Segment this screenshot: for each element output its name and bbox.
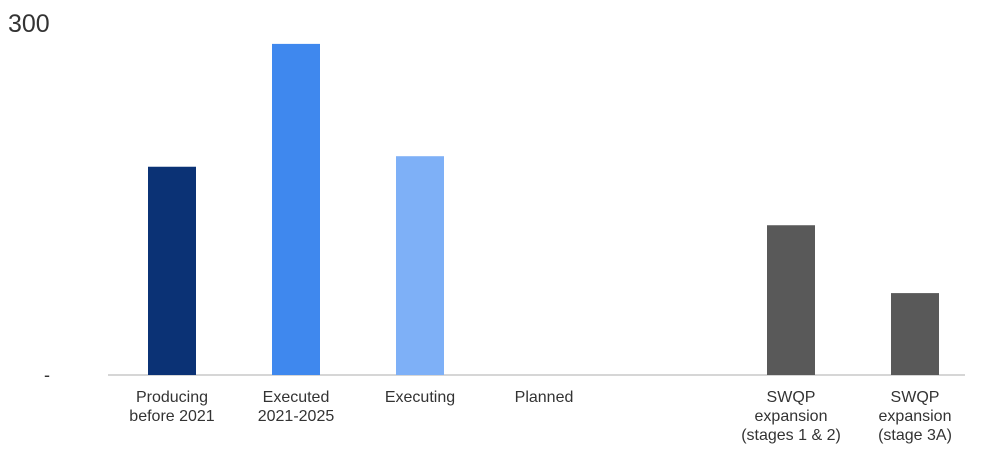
category-label-line: expansion bbox=[755, 408, 828, 425]
category-label-line: Executed bbox=[263, 389, 330, 406]
y-tick-label-1: - bbox=[44, 365, 50, 385]
bar-1 bbox=[272, 43, 320, 375]
category-label-line: Executing bbox=[385, 389, 455, 406]
category-label-1: Executed 2021-2025 bbox=[258, 389, 335, 425]
category-label-line: Producing bbox=[136, 389, 208, 406]
y-tick-label-0: 300 bbox=[8, 10, 50, 38]
category-label-line: SWQP bbox=[767, 389, 816, 406]
category-label-line: 2021-2025 bbox=[258, 408, 335, 425]
category-label-line: expansion bbox=[879, 408, 952, 425]
category-label-line: SWQP bbox=[891, 389, 940, 406]
bar-4 bbox=[767, 225, 815, 375]
category-label-3: Planned bbox=[515, 389, 574, 406]
category-label-line: (stage 3A) bbox=[878, 427, 952, 444]
category-label-0: Producing before 2021 bbox=[129, 389, 215, 425]
y-tick-labels: 300 - bbox=[8, 10, 50, 385]
category-label-5: SWQP expansion (stage 3A) bbox=[878, 389, 952, 444]
bar-5 bbox=[891, 293, 939, 375]
category-label-line: Planned bbox=[515, 389, 574, 406]
category-label-line: before 2021 bbox=[129, 408, 215, 425]
category-label-4: SWQP expansion (stages 1 & 2) bbox=[741, 389, 841, 444]
category-label-line: (stages 1 & 2) bbox=[741, 427, 841, 444]
bar-2 bbox=[396, 156, 444, 375]
bar-0 bbox=[148, 166, 196, 375]
bars-group bbox=[148, 43, 939, 375]
category-label-2: Executing bbox=[385, 389, 455, 406]
